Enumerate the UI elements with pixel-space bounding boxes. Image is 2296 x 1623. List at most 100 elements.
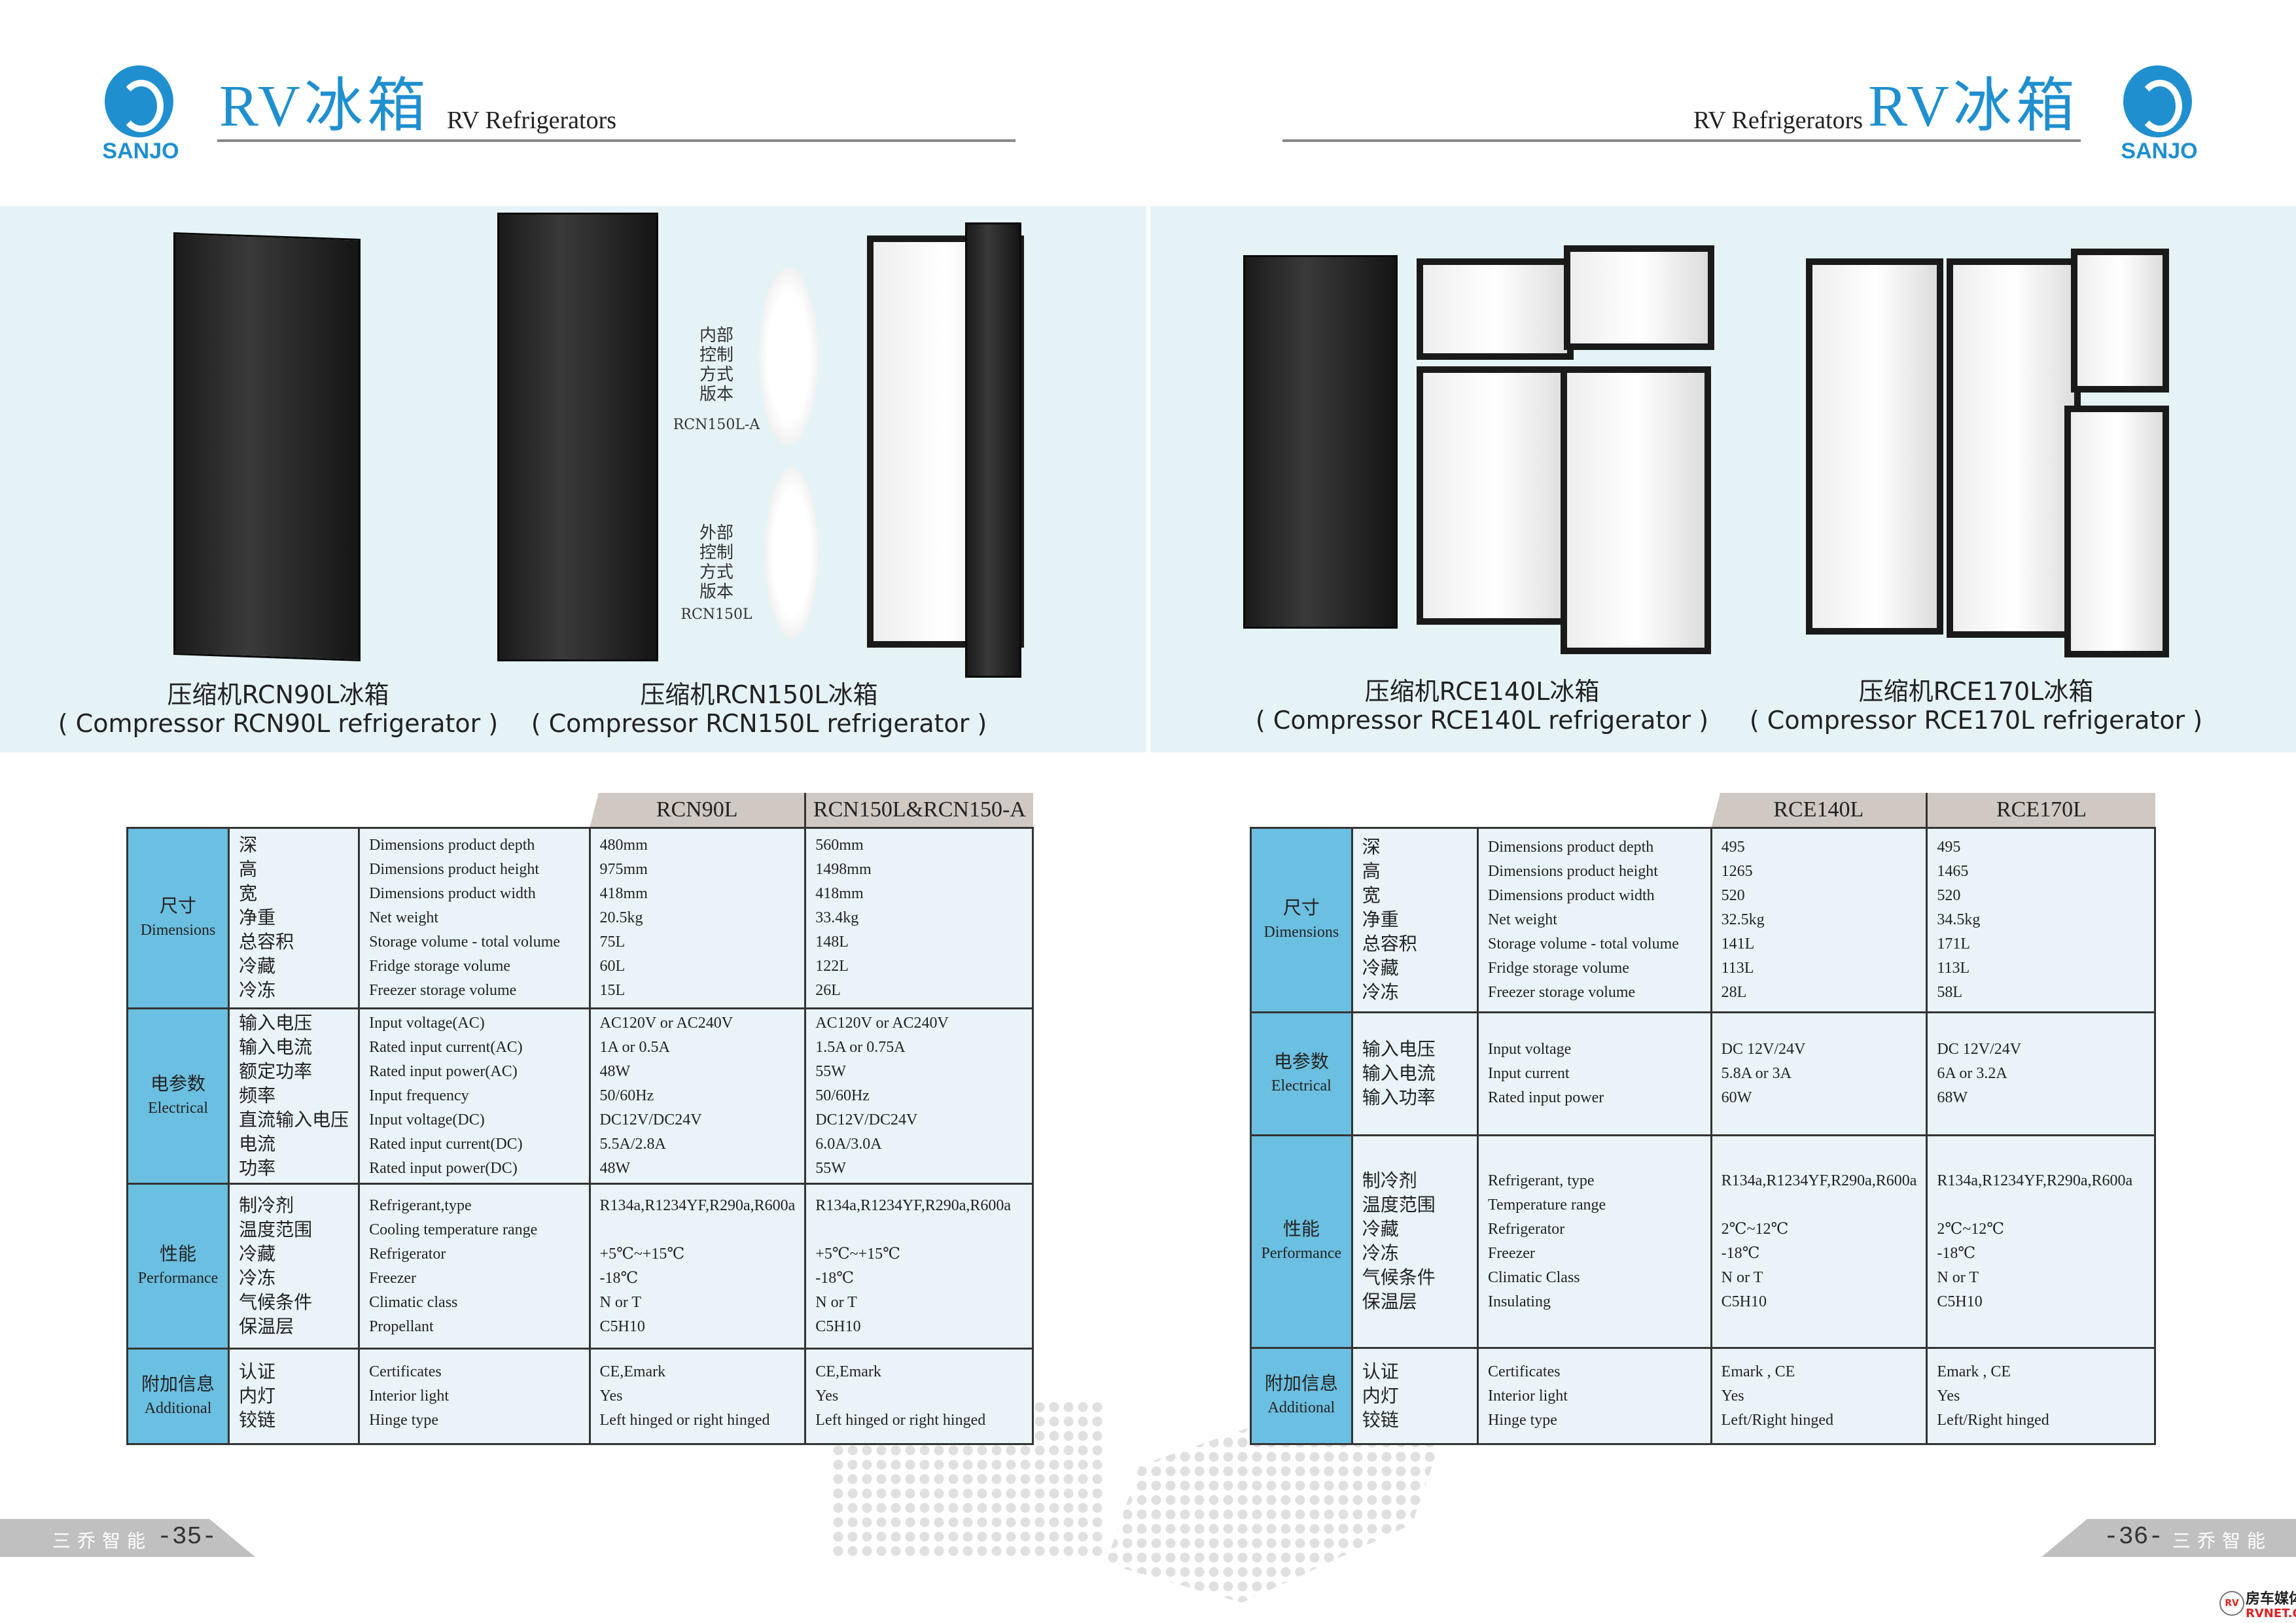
callout-line: 内部	[699, 326, 733, 345]
spec-value-cell: Emark , CE Yes Left/Right hinged	[1926, 1347, 2156, 1445]
spec-label-en: Refrigerant,type	[369, 1196, 472, 1214]
spec-label-en: Insulating	[1487, 1293, 1551, 1310]
page-number: -35-	[157, 1523, 217, 1551]
spec-value: N or T	[815, 1293, 857, 1311]
spec-value: 520	[1937, 887, 1961, 904]
spec-label-cn: 铰链	[239, 1410, 276, 1431]
page-subtitle: RV Refrigerators	[447, 107, 617, 134]
spec-value-cell: AC120V or AC240V 1A or 0.5A 48W 50/60Hz DC12…	[588, 1007, 807, 1185]
spec-label-en: Input frequency	[369, 1087, 469, 1104]
rce170l-freezer-door-image	[2071, 249, 2169, 393]
spec-label-cn: 内灯	[1362, 1386, 1399, 1406]
spec-label-en-cell: Dimensions product depth Dimensions produ…	[358, 827, 591, 1009]
spec-value: -18℃	[815, 1269, 855, 1287]
spec-label-en: Dimensions product height	[1487, 863, 1658, 880]
logo-text: SANJO	[102, 139, 179, 164]
logo-mark-icon	[105, 65, 173, 137]
page-subtitle: RV Refrigerators	[1693, 107, 1863, 134]
page-title: RV冰箱	[1868, 74, 2079, 139]
spec-label-en: Dimensions product width	[369, 885, 536, 902]
spec-label-cn: 频率	[239, 1086, 276, 1106]
product-caption: 压缩机RCN90L冰箱 ( Compressor RCN90L refriger…	[16, 680, 540, 738]
spec-value: 495	[1721, 839, 1745, 856]
spec-value: C5H10	[815, 1318, 861, 1335]
spec-label-en: Propellant	[369, 1318, 434, 1335]
spec-value-cell: AC120V or AC240V 1.5A or 0.75A 55W 50/60Hz D…	[804, 1007, 1034, 1185]
spec-value	[600, 1218, 796, 1242]
spec-value	[815, 1218, 1023, 1242]
spec-value: 58L	[1937, 984, 1963, 1001]
header-rule	[217, 139, 1016, 142]
rce170l-fridge-image	[1806, 258, 1943, 635]
spec-label-cn: 输入电流	[1362, 1064, 1436, 1084]
spec-label-cn-cell: 制冷剂 温度范围 冷藏 冷冻 气候条件 保温层	[1351, 1134, 1479, 1349]
spec-label-cn: 保温层	[1362, 1292, 1417, 1312]
spec-value: 32.5kg	[1721, 911, 1765, 928]
spec-label-cn-cell: 输入电压 输入电流 额定功率 频率 直流输入电压 电流 功率	[228, 1007, 361, 1185]
spec-label-en: Dimensions product depth	[1487, 839, 1654, 856]
spec-value-cell: DC 12V/24V 6A or 3.2A 68W	[1926, 1011, 2156, 1136]
spec-label-en: Dimensions product depth	[369, 837, 535, 854]
spec-label-cn: 气候条件	[1362, 1268, 1436, 1288]
spec-value: N or T	[1721, 1269, 1763, 1286]
spec-group-row: 性能 Performance 制冷剂 温度范围 冷藏 冷冻 气候条件 保温层 Refrigera…	[126, 1183, 1034, 1350]
model-header: RCE170L	[1926, 793, 2155, 828]
footer-band: -36- 三乔智能	[2041, 1519, 2296, 1557]
logo-text: SANJO	[2121, 139, 2198, 164]
spec-label-en: Rated input power(DC)	[369, 1160, 518, 1177]
spec-value: Emark , CE	[1721, 1363, 1795, 1380]
spec-label-en: Hinge type	[369, 1412, 439, 1429]
spec-value-cell: R134a,R1234YF,R290a,R600a +5℃~+15℃ -18℃ N o…	[588, 1183, 807, 1350]
rce170l-open-image	[1947, 258, 2081, 638]
spec-label-cn: 气候条件	[239, 1292, 313, 1313]
table-header-row: RCN90L RCN150L&RCN150-A	[128, 793, 1033, 828]
spec-label-en: Freezer	[1487, 1245, 1535, 1262]
spec-group-row: 附加信息 Additional 认证 内灯 铰链 Certificates Interior…	[126, 1348, 1034, 1445]
spec-value: 50/60Hz	[815, 1087, 870, 1104]
spec-label-en: Temperature range	[1487, 1196, 1606, 1213]
spec-value: 68W	[1937, 1089, 1968, 1106]
category-cell: 附加信息 Additional	[1250, 1347, 1353, 1445]
callout-model: RCN150L	[680, 606, 752, 623]
category-cn: 尺寸	[1282, 898, 1320, 918]
spec-value: C5H10	[1937, 1293, 1983, 1310]
product-caption: 压缩机RCN150L冰箱 ( Compressor RCN150L refrig…	[497, 680, 1021, 738]
callout-line: 外部	[699, 523, 733, 543]
spec-label-en: Fridge storage volume	[369, 958, 511, 975]
spec-value: 28L	[1721, 984, 1747, 1001]
spec-label-en: Rated input current(DC)	[369, 1136, 523, 1153]
spec-value: 48W	[599, 1063, 631, 1080]
spec-group-row: 尺寸 Dimensions 深高宽净重 总容积 冷藏 冷冻 Dimensions produ…	[1250, 827, 2156, 1013]
header-spacer	[359, 793, 590, 828]
spec-value: 113L	[1721, 960, 1754, 977]
callout-line: 方式	[699, 563, 733, 582]
callout-model: RCN150L-A	[673, 417, 760, 433]
spec-label-en: Net weight	[369, 909, 439, 926]
caption-cn: 压缩机RCN150L冰箱	[640, 680, 878, 709]
spec-value: 48W	[599, 1160, 631, 1177]
spec-value: 60L	[599, 958, 626, 975]
spec-label-en: Net weight	[1487, 911, 1557, 928]
spec-label-cn: 功率	[239, 1159, 276, 1179]
spec-value: R134a,R1234YF,R290a,R600a	[599, 1196, 796, 1214]
spec-label-cn: 铰链	[1362, 1410, 1399, 1431]
spec-value: 55W	[815, 1063, 846, 1080]
spec-label-cn: 冷冻	[1362, 983, 1399, 1003]
spec-group-row: 电参数 Electrical 输入电压 输入电流 额定功率 频率 直流输入电压 电流 功率 Inp…	[126, 1007, 1034, 1185]
spec-value: DC12V/DC24V	[599, 1111, 702, 1128]
spec-value-cell: CE,Emark Yes Left hinged or right hinged	[588, 1348, 807, 1445]
spec-value: 418mm	[599, 885, 648, 902]
spec-value: Yes	[815, 1387, 839, 1405]
category-cn: 电参数	[1273, 1051, 1329, 1072]
category-en: Additional	[1267, 1399, 1335, 1416]
spec-value: Emark , CE	[1937, 1363, 2011, 1380]
spec-label-en: Refrigerator	[369, 1245, 446, 1263]
spec-label-en: Fridge storage volume	[1487, 960, 1629, 977]
spec-value-cell: Emark , CE Yes Left/Right hinged	[1710, 1347, 1928, 1445]
spec-value: 171L	[1937, 935, 1971, 952]
spec-label-cn: 净重	[1362, 910, 1399, 930]
rce140l-fridge-image	[1243, 255, 1398, 629]
model-header: RCN150L&RCN150-A	[804, 793, 1033, 828]
spec-value: -18℃	[1937, 1245, 1976, 1262]
spec-label-en-cell: Certificates Interior light Hinge type	[1476, 1347, 1712, 1445]
